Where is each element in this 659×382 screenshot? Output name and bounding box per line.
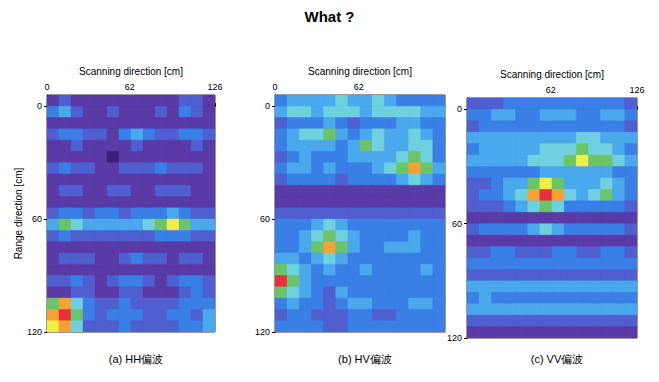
svg-text:120: 120: [255, 327, 270, 337]
svg-text:62: 62: [354, 82, 364, 92]
svg-text:126: 126: [629, 85, 644, 95]
svg-text:126: 126: [207, 82, 222, 92]
svg-text:0: 0: [265, 101, 270, 111]
svg-text:0: 0: [37, 101, 42, 111]
svg-text:What ?: What ?: [305, 8, 355, 25]
svg-text:120: 120: [27, 327, 42, 337]
svg-text:0: 0: [457, 104, 462, 114]
svg-text:Scanning direction [cm]: Scanning direction [cm]: [308, 66, 412, 77]
svg-text:Range direction [cm]: Range direction [cm]: [13, 167, 24, 259]
svg-text:60: 60: [32, 214, 42, 224]
svg-text:60: 60: [452, 219, 462, 229]
svg-text:60: 60: [260, 214, 270, 224]
svg-text:(c) VV偏波: (c) VV偏波: [531, 353, 584, 365]
svg-text:Scanning direction [cm]: Scanning direction [cm]: [79, 66, 183, 77]
svg-text:0: 0: [44, 82, 49, 92]
svg-text:(b) HV偏波: (b) HV偏波: [338, 353, 392, 365]
svg-text:0: 0: [272, 82, 277, 92]
svg-text:120: 120: [447, 333, 462, 343]
svg-text:62: 62: [546, 85, 556, 95]
svg-text:Scanning direction [cm]: Scanning direction [cm]: [500, 69, 604, 80]
svg-text:(a) HH偏波: (a) HH偏波: [109, 353, 163, 365]
svg-text:62: 62: [125, 82, 135, 92]
